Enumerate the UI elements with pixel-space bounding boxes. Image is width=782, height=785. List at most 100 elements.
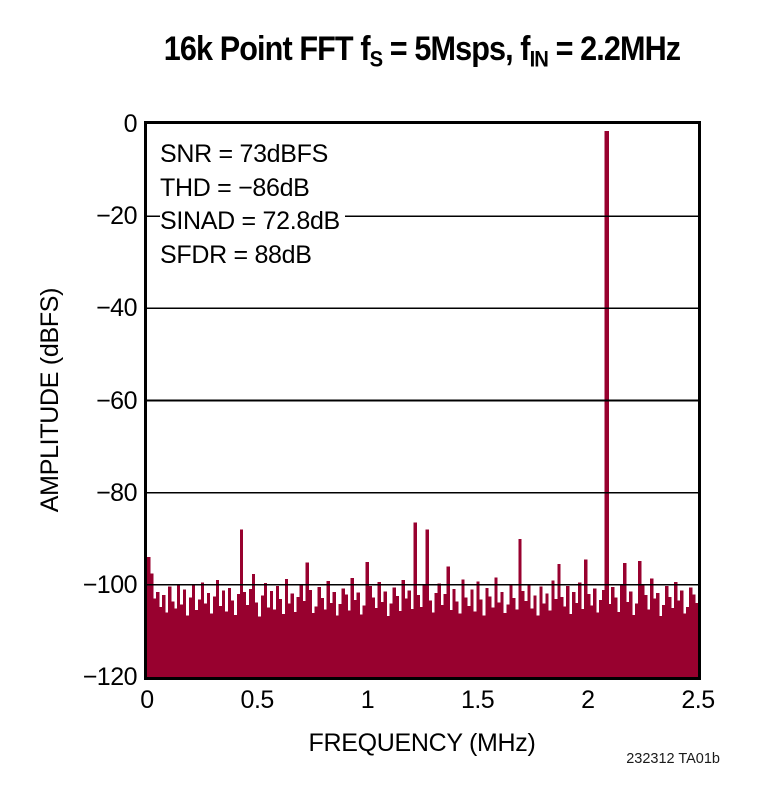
fft-bin-bar xyxy=(674,582,678,677)
fft-bin-bar xyxy=(695,602,698,677)
fft-bin-bar xyxy=(587,594,591,677)
fft-bin-bar xyxy=(152,598,157,677)
fft-bin-bar xyxy=(209,613,214,677)
fft-bin-bar xyxy=(383,591,387,677)
fft-bin-bar xyxy=(467,606,471,677)
fft-bin-bar xyxy=(458,613,462,677)
fft-bin-bar xyxy=(218,606,223,677)
fft-bin-bar xyxy=(446,566,450,677)
fft-bin-bar xyxy=(677,600,681,677)
fft-bin-bar xyxy=(626,601,630,677)
stats-annotation: SNR = 73dBFS THD = −86dB SINAD = 72.8dB … xyxy=(160,138,345,272)
fft-bin-bar xyxy=(206,593,211,677)
fft-bin-bar xyxy=(290,593,295,677)
fft-bin-bar xyxy=(692,594,696,677)
fft-bin-bar xyxy=(299,584,304,677)
fft-bin-bar xyxy=(536,615,540,677)
title-text: = 2.2MHz xyxy=(547,30,682,68)
title-text: = 5Msps, f xyxy=(382,30,531,68)
fft-bin-bar xyxy=(452,588,456,677)
fft-bin-bar xyxy=(215,579,220,677)
fft-bin-bar xyxy=(629,591,633,677)
fft-bin-bar xyxy=(365,561,369,677)
fft-bin-bar xyxy=(371,597,375,677)
plot-area: SNR = 73dBFS THD = −86dB SINAD = 72.8dB … xyxy=(144,121,701,680)
fft-bin-bar xyxy=(449,610,453,677)
fft-bin-bar xyxy=(308,589,312,677)
fft-bin-bar xyxy=(443,594,447,677)
stat-thd: THD = −86dB xyxy=(160,172,345,206)
fft-bin-bar xyxy=(278,599,283,677)
fft-bin-bar xyxy=(512,598,516,677)
fft-spectrum-plot xyxy=(147,130,698,677)
fft-bin-bar xyxy=(353,600,357,677)
x-tick-label: 2 xyxy=(581,686,595,714)
fft-bin-bar xyxy=(407,590,411,677)
fft-bin-bar xyxy=(212,596,217,677)
y-tick-label: −80 xyxy=(96,478,137,507)
fft-bin-bar xyxy=(170,601,175,677)
fft-bin-bar xyxy=(311,612,315,677)
fft-bin-bar xyxy=(431,612,435,677)
fft-bin-bar xyxy=(257,616,262,677)
fft-bin-bar xyxy=(368,586,372,677)
fft-bin-bar xyxy=(356,592,360,677)
fft-bin-bar xyxy=(455,601,459,677)
fft-bin-bar xyxy=(374,607,378,677)
fft-bin-bar xyxy=(242,592,247,677)
fft-bin-bar xyxy=(560,596,564,677)
fft-bin-bar xyxy=(614,597,618,677)
fft-bin-bar xyxy=(305,562,309,677)
fft-bin-bar xyxy=(224,611,229,677)
fft-bin-bar xyxy=(302,600,307,677)
fft-bin-bar xyxy=(668,596,672,677)
fft-bin-bar xyxy=(281,613,286,677)
fft-bin-bar xyxy=(608,604,612,677)
fft-bin-bar xyxy=(524,600,528,677)
fft-bin-bar xyxy=(389,603,393,677)
fft-bin-bar xyxy=(410,608,414,677)
fft-bin-bar xyxy=(287,603,292,677)
fft-bin-bar xyxy=(161,594,166,677)
fft-bin-bar xyxy=(359,614,363,677)
fft-bin-bar xyxy=(623,563,627,677)
fft-bin-bar xyxy=(326,581,330,677)
fft-bin-bar xyxy=(164,612,169,677)
fft-bin-bar xyxy=(488,596,492,677)
fft-bin-bar xyxy=(545,593,549,677)
y-tick-label: −40 xyxy=(96,294,137,323)
fft-bin-bar xyxy=(227,588,232,677)
fft-bin-bar xyxy=(398,611,402,677)
fft-bin-bar xyxy=(647,609,651,677)
fft-bin-bar xyxy=(386,616,390,677)
stat-sfdr: SFDR = 88dB xyxy=(160,239,345,273)
x-tick-label: 2.5 xyxy=(681,686,715,714)
fft-bin-bar xyxy=(662,605,666,677)
fft-bin-bar xyxy=(482,615,486,677)
fft-bin-bar xyxy=(332,591,336,677)
fft-bin-bar xyxy=(284,578,289,677)
fft-bin-bar xyxy=(320,598,324,677)
fft-bin-bar xyxy=(266,607,271,677)
fft-bin-bar xyxy=(380,601,384,677)
fft-bin-bar xyxy=(659,616,663,677)
fft-bin-bar xyxy=(323,609,327,677)
fft-bin-bar xyxy=(200,582,205,677)
fft-bin-bar xyxy=(641,584,645,677)
fft-bin-bar xyxy=(644,594,648,677)
fft-bin-bar xyxy=(335,615,339,677)
fft-bin-bar xyxy=(401,580,405,677)
fft-bin-bar xyxy=(317,587,321,677)
fft-bin-bar xyxy=(344,594,348,677)
fft-bin-bar xyxy=(479,599,483,677)
fft-bin-bar xyxy=(230,600,235,677)
fft-bin-bar xyxy=(158,606,163,677)
fft-bin-bar xyxy=(665,586,669,677)
fft-bin-bar xyxy=(461,579,465,677)
fft-bin-bar xyxy=(521,590,525,677)
fft-bin-bar xyxy=(392,587,396,677)
fft-bin-bar xyxy=(593,588,597,677)
fft-bin-bar xyxy=(350,577,354,677)
fft-bin-bar xyxy=(236,594,241,677)
fft-bin-bar xyxy=(149,573,154,677)
